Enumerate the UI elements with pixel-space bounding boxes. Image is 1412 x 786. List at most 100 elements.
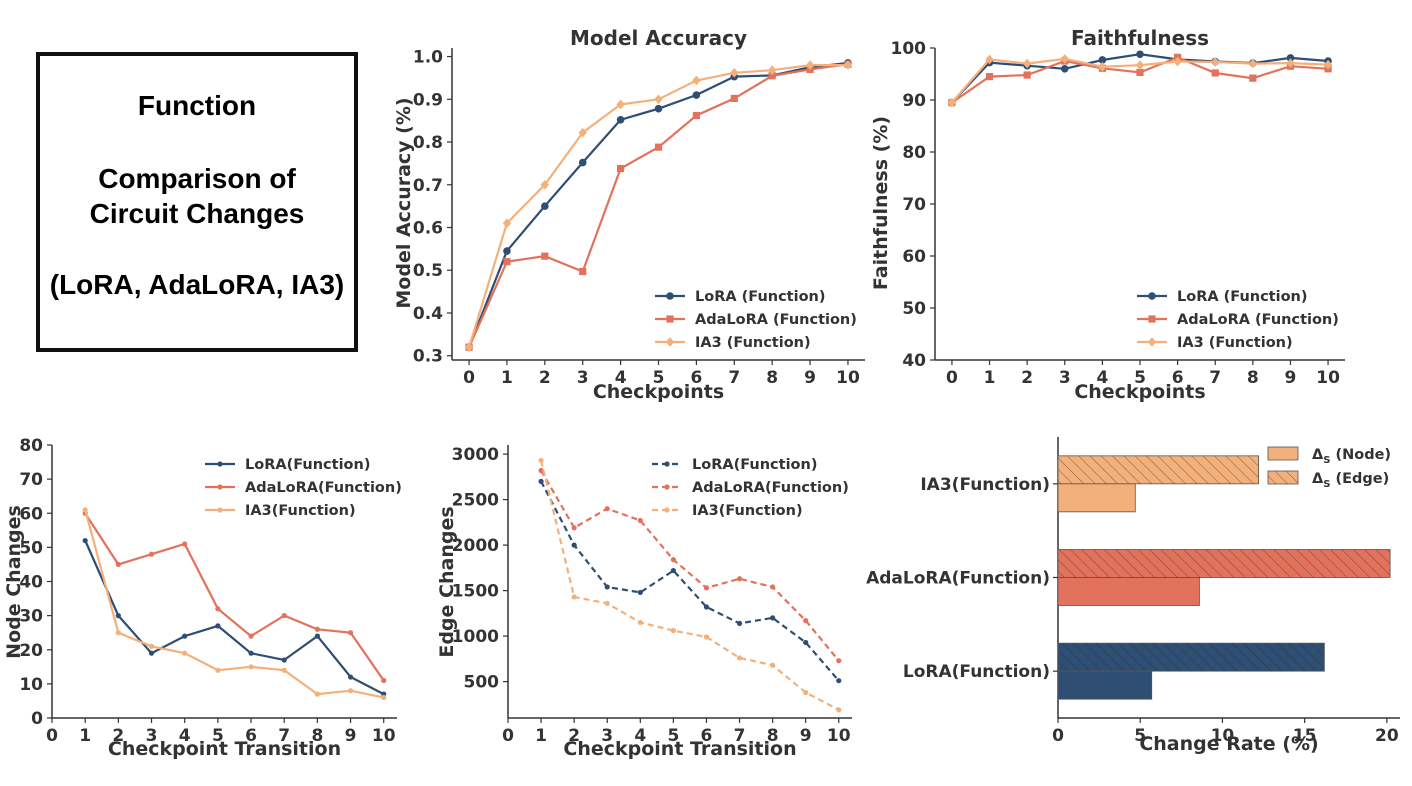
edge_changes-series-lora-point: [637, 589, 643, 596]
accuracy-series-lora-point: [503, 247, 511, 255]
accuracy-series-adalora-point: [617, 164, 625, 173]
edge_changes-series-adalora-point: [803, 618, 809, 624]
edge_changes-series-ia3-point: [670, 628, 676, 634]
node_changes-series-ia3-point: [248, 664, 254, 670]
accuracy-series-adalora-point: [768, 72, 776, 80]
node_changes-series-ia3-point: [215, 667, 221, 673]
node_changes-y-tick-label: 40: [19, 573, 43, 593]
change_rate-bar-node: [1057, 577, 1200, 606]
node_changes-series-adalora-point: [182, 541, 188, 547]
accuracy-legend-marker: [666, 292, 674, 300]
node_changes-x-tick-label: 2: [112, 726, 124, 746]
change_rate-category-label: LoRA(Function): [903, 662, 1050, 682]
node_changes-y-tick-label: 80: [19, 436, 43, 456]
edge_changes-series-ia3-point: [538, 457, 544, 464]
node_changes-legend-label: LoRA(Function): [245, 457, 370, 473]
faithfulness-series-ia3-point: [1323, 59, 1333, 70]
node_changes-series-adalora-point: [314, 626, 320, 632]
edge_changes-series-ia3-point: [836, 707, 842, 713]
edge_changes-series-ia3-point: [604, 600, 610, 606]
node_changes-x-tick-label: 0: [46, 726, 58, 746]
change_rate-legend-label: ΔS (Node): [1312, 447, 1391, 466]
accuracy-x-tick-label: 8: [766, 368, 778, 388]
faithfulness-series-lora-point: [1098, 56, 1107, 64]
faithfulness-legend-label: AdaLoRA (Function): [1177, 312, 1339, 328]
edge_changes-series-adalora-point: [637, 517, 643, 524]
edge_changes-series-ia3-point: [803, 689, 809, 696]
accuracy-series-ia3-point: [843, 60, 853, 70]
node_changes-series-ia3-point: [182, 650, 188, 656]
accuracy-series-adalora-point: [730, 94, 738, 103]
accuracy-y-label: Model Accuracy (%): [393, 97, 415, 308]
edge_changes-series-adalora-point: [770, 584, 776, 590]
faithfulness-legend-marker: [1148, 315, 1156, 323]
faithfulness-x-tick-label: 2: [1021, 368, 1033, 388]
accuracy-series-adalora-point: [692, 111, 700, 120]
edge_changes-series-lora-point: [803, 639, 809, 646]
accuracy-series-ia3-point: [540, 179, 550, 190]
faithfulness-chart: 40 50 60 70 80 90 100 0 1 2 3 4 5 6 7 8 9 10 Faithfulness C…: [870, 26, 1345, 403]
node_changes-legend-label: AdaLoRA(Function): [245, 480, 402, 496]
change_rate-bar-edge-hatch: [1058, 549, 1391, 578]
faithfulness-x-tick-label: 3: [1059, 368, 1071, 388]
node_changes-series-adalora-point: [281, 613, 287, 619]
edge_changes-legend-marker: [664, 484, 670, 490]
faithfulness-x-tick-label: 1: [984, 368, 996, 388]
edge_changes-series-adalora-line: [540, 469, 840, 662]
node_changes-y-tick-label: 30: [19, 607, 43, 627]
accuracy-series-lora-point: [616, 116, 625, 124]
accuracy-x-tick-label: 4: [615, 368, 627, 388]
accuracy-series-ia3-point: [767, 65, 777, 76]
faithfulness-series-ia3-point: [1022, 58, 1032, 69]
accuracy-y-tick-label: 0.8: [413, 133, 443, 153]
edge_changes-x-tick-label: 4: [634, 726, 646, 746]
node_changes-series-lora-point: [115, 613, 121, 619]
edge_changes-series-adalora-point: [604, 506, 610, 512]
faithfulness-y-tick-label: 80: [902, 143, 926, 163]
accuracy-series-adalora-point: [541, 252, 549, 260]
edge_changes-series-lora-point: [538, 478, 544, 484]
node_changes-series-adalora-point: [347, 630, 354, 636]
node_changes-x-tick-label: 8: [311, 726, 323, 746]
accuracy-legend-marker: [666, 315, 674, 323]
node_changes-series-adalora-point: [215, 606, 221, 612]
faithfulness-y-tick-label: 90: [902, 91, 926, 111]
node_changes-series-ia3-point: [148, 643, 155, 649]
accuracy-x-tick-label: 0: [463, 368, 475, 388]
accuracy-series-ia3-point: [578, 127, 587, 138]
faithfulness-y-tick-label: 100: [891, 39, 927, 59]
faithfulness-y-tick-label: 50: [902, 299, 926, 319]
change_rate-bar-edge-hatch: [1058, 643, 1325, 672]
accuracy-x-label: Checkpoints: [593, 381, 724, 403]
node_changes-legend-marker: [217, 507, 223, 513]
node_changes-y-tick-label: 70: [19, 470, 43, 490]
node_changes-series-lora-point: [314, 633, 320, 639]
node_changes-series-lora-point: [82, 537, 88, 544]
edge_changes-series-ia3-point: [571, 594, 577, 600]
change_rate-category-label: IA3(Function): [920, 475, 1050, 495]
change_rate-x-tick-label: 0: [1052, 726, 1064, 746]
faithfulness-legend-marker: [1148, 292, 1156, 300]
title-line-circuit-changes: Circuit Changes: [89, 198, 305, 229]
accuracy-x-tick-label: 1: [501, 368, 513, 388]
node_changes-series-adalora-point: [248, 633, 254, 639]
accuracy-x-tick-label: 10: [836, 368, 860, 388]
accuracy-legend-label: AdaLoRA (Function): [695, 312, 857, 328]
node_changes-series-ia3-point: [381, 694, 387, 701]
edge_changes-series-lora-point: [770, 615, 776, 621]
node_changes-series-ia3-line: [84, 509, 384, 699]
faithfulness-series-adalora-point: [1023, 71, 1031, 79]
edge_changes-series-lora-point: [670, 567, 676, 574]
faithfulness-series-adalora-point: [1249, 74, 1257, 82]
edge_changes-x-tick-label: 10: [827, 726, 851, 746]
change_rate-legend-swatch: [1267, 446, 1299, 461]
edge_changes-x-tick-label: 7: [734, 726, 746, 746]
node_changes-series-lora-point: [148, 650, 155, 656]
accuracy-series-ia3-point: [616, 99, 625, 110]
faithfulness-legend-label: LoRA (Function): [1177, 289, 1308, 305]
change_rate-legend-swatch-hatch: [1268, 471, 1298, 484]
edge_changes-x-tick-label: 9: [800, 726, 812, 746]
faithfulness-x-tick-label: 9: [1285, 368, 1297, 388]
edge_changes-series-ia3-point: [637, 619, 643, 626]
node_changes-series-ia3-point: [314, 691, 320, 697]
